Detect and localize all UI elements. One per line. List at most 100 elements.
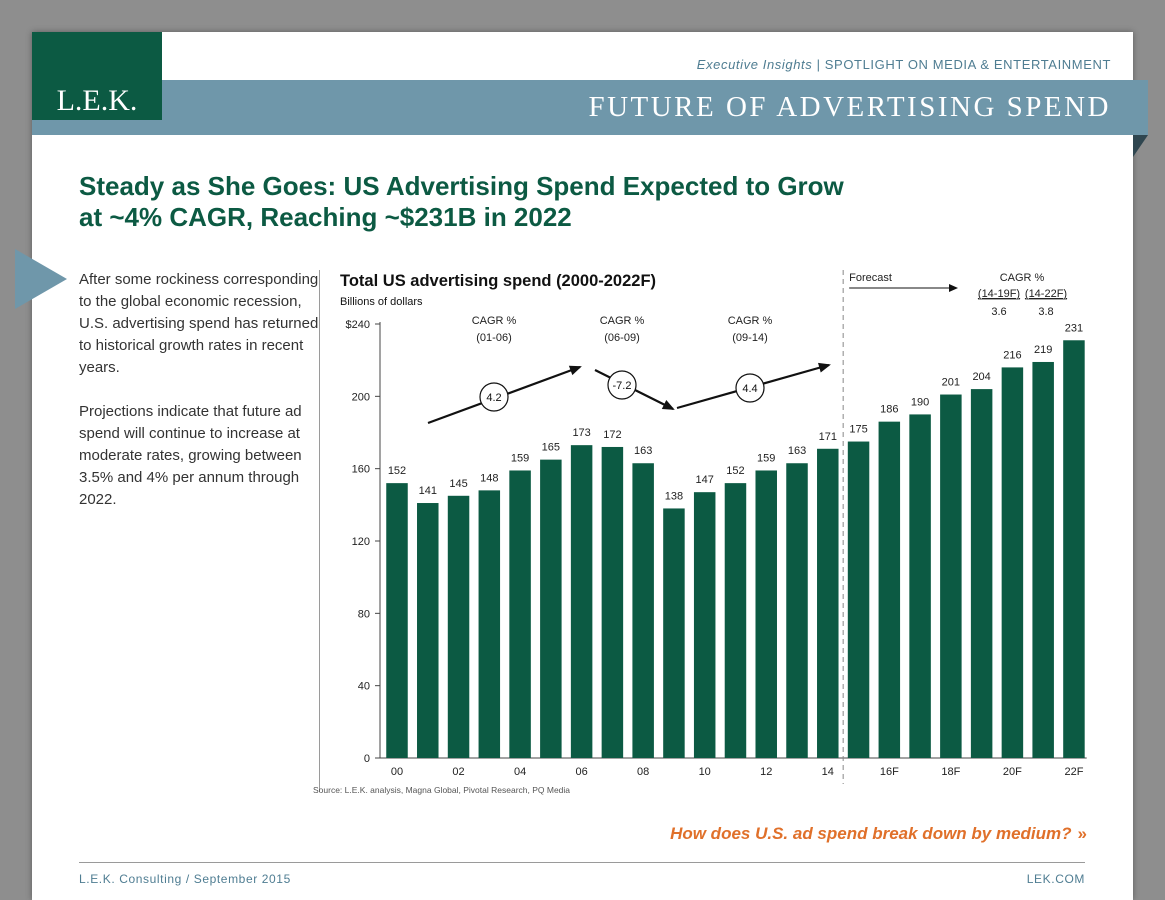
bar (970, 389, 993, 758)
bar-value-label: 148 (480, 472, 498, 484)
cagr-header: CAGR % (600, 315, 645, 327)
bar-value-label: 159 (757, 452, 775, 464)
band-title: FUTURE OF ADVERTISING SPEND (588, 91, 1111, 123)
bar-value-label: 147 (696, 474, 714, 486)
y-tick-label: 80 (358, 608, 370, 620)
series-separator: | (812, 57, 825, 72)
column-divider (319, 270, 320, 792)
x-tick-label: 20F (1003, 766, 1022, 778)
band-fold (1133, 135, 1148, 157)
bar (663, 508, 685, 758)
page-headline: Steady as She Goes: US Advertising Spend… (79, 171, 979, 233)
footer-credit: L.E.K. Consulting / September 2015 (79, 872, 291, 886)
bar (878, 421, 901, 758)
y-tick-label: 120 (352, 536, 370, 548)
chart-source: Source: L.E.K. analysis, Magna Global, P… (313, 785, 571, 795)
forecast-cagr-value: 3.8 (1038, 306, 1053, 318)
ad-spend-chart: Total US advertising spend (2000-2022F) … (340, 270, 1087, 784)
next-page-link-text[interactable]: How does U.S. ad spend break down by med… (670, 824, 1072, 843)
cagr-period: (09-14) (732, 332, 767, 344)
cagr-value: 4.4 (742, 383, 757, 395)
series-label: Executive Insights | SPOTLIGHT ON MEDIA … (697, 57, 1111, 72)
y-tick-label: 160 (352, 464, 370, 476)
bars (386, 340, 1085, 758)
bar-value-label: 165 (542, 442, 560, 454)
bar (540, 459, 562, 758)
y-tick-label: $240 (346, 319, 370, 331)
x-tick-label: 22F (1064, 766, 1083, 778)
bar (601, 446, 624, 758)
title-band (32, 80, 1148, 135)
bar-value-label: 173 (572, 427, 590, 439)
body-text: After some rockiness corresponding to th… (79, 269, 319, 533)
x-tick-label: 14 (822, 766, 834, 778)
bar (417, 503, 439, 758)
bar (447, 495, 470, 758)
double-chevron-right-icon[interactable]: » (1077, 824, 1088, 843)
bar (570, 445, 593, 758)
bar (632, 463, 654, 758)
x-axis: 00 02 04 06 08 10 12 14 16F 18F 20F 22F (380, 757, 1087, 778)
bar-value-label: 216 (1003, 349, 1021, 361)
bar-value-label: 204 (972, 371, 990, 383)
bar-labels: 152 141 145 148 159 165 173 172 163 138 147 152 159 1… (388, 322, 1083, 502)
bar-value-label: 186 (880, 404, 898, 416)
y-tick-label: 200 (352, 391, 370, 403)
cagr-value-circle (479, 382, 509, 412)
cagr-period: (01-06) (476, 332, 511, 344)
y-axis: 0 40 80 120 160 200 $240 (346, 319, 381, 765)
bar (909, 414, 931, 758)
bar (509, 470, 531, 758)
forecast-cagr-period: (14-22F) (1025, 288, 1067, 300)
x-tick-label: 00 (391, 766, 403, 778)
next-page-link[interactable]: How does U.S. ad spend break down by med… (670, 824, 1088, 844)
cagr-arrow-head-icon (661, 400, 675, 410)
cagr-arrow-head-icon (568, 365, 582, 376)
bar-value-label: 163 (634, 445, 652, 457)
bar (478, 490, 501, 758)
x-tick-label: 10 (699, 766, 711, 778)
bar-value-label: 145 (449, 478, 467, 490)
bar (847, 441, 870, 758)
section-arrow-icon (15, 249, 67, 309)
x-tick-label: 08 (637, 766, 649, 778)
chart-ylabel: Billions of dollars (340, 296, 423, 308)
cagr-value: -7.2 (613, 380, 632, 392)
cagr-header: CAGR % (728, 315, 773, 327)
series-italic: Executive Insights (696, 57, 813, 72)
bar-value-label: 152 (726, 465, 744, 477)
cagr-arrow-head-icon (818, 362, 831, 373)
bar-value-label: 171 (819, 431, 837, 443)
bar (724, 483, 747, 758)
report-page: L.E.K. Executive Insights | SPOTLIGHT ON… (15, 32, 1148, 900)
body-paragraph-2: Projections indicate that future ad spen… (79, 403, 302, 508)
cagr-period: (06-09) (604, 332, 639, 344)
forecast-cagr-period: (14-19F) (978, 288, 1020, 300)
forecast-cagr-value: 3.6 (991, 306, 1006, 318)
bar-value-label: 163 (788, 445, 806, 457)
x-tick-label: 02 (452, 766, 464, 778)
bar (1032, 361, 1054, 758)
cagr-value-circle (735, 373, 765, 403)
footer-rule (79, 862, 1085, 863)
bar-value-label: 138 (665, 490, 683, 502)
forecast-arrow-head-icon (949, 284, 958, 292)
bar-value-label: 172 (603, 429, 621, 441)
bar-value-label: 159 (511, 452, 529, 464)
bar-value-label: 190 (911, 396, 929, 408)
forecast-marker: Forecast (842, 270, 958, 784)
forecast-label: Forecast (849, 272, 892, 284)
bar (386, 483, 408, 758)
cagr-header: CAGR % (472, 315, 517, 327)
x-tick-label: 06 (575, 766, 587, 778)
bar-value-label: 175 (849, 424, 867, 436)
x-tick-label: 18F (941, 766, 960, 778)
y-tick-label: 0 (364, 753, 370, 765)
bar-value-label: 231 (1065, 322, 1083, 334)
bar (755, 470, 777, 758)
cagr-annotations: CAGR % (01-06) CAGR % (06-09) CAGR % (09-14) 4… (427, 272, 1067, 425)
forecast-cagr-header: CAGR % (1000, 272, 1045, 284)
bar (786, 463, 808, 758)
footer-site-link[interactable]: LEK.COM (1026, 872, 1085, 886)
y-tick-label: 40 (358, 681, 370, 693)
